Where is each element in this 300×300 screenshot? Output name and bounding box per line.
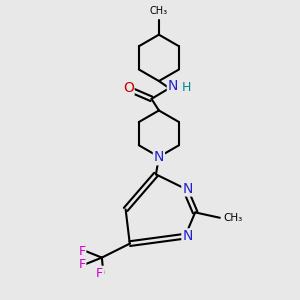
Text: CH₃: CH₃: [224, 213, 243, 223]
Text: F: F: [96, 266, 103, 280]
Text: F: F: [78, 258, 85, 271]
Text: N: N: [182, 182, 193, 196]
Text: CH₃: CH₃: [150, 6, 168, 16]
Text: H: H: [182, 81, 191, 94]
Text: N: N: [154, 150, 164, 164]
Text: O: O: [123, 81, 134, 94]
Text: N: N: [182, 229, 193, 243]
Text: F: F: [78, 244, 85, 258]
Text: N: N: [168, 79, 178, 93]
